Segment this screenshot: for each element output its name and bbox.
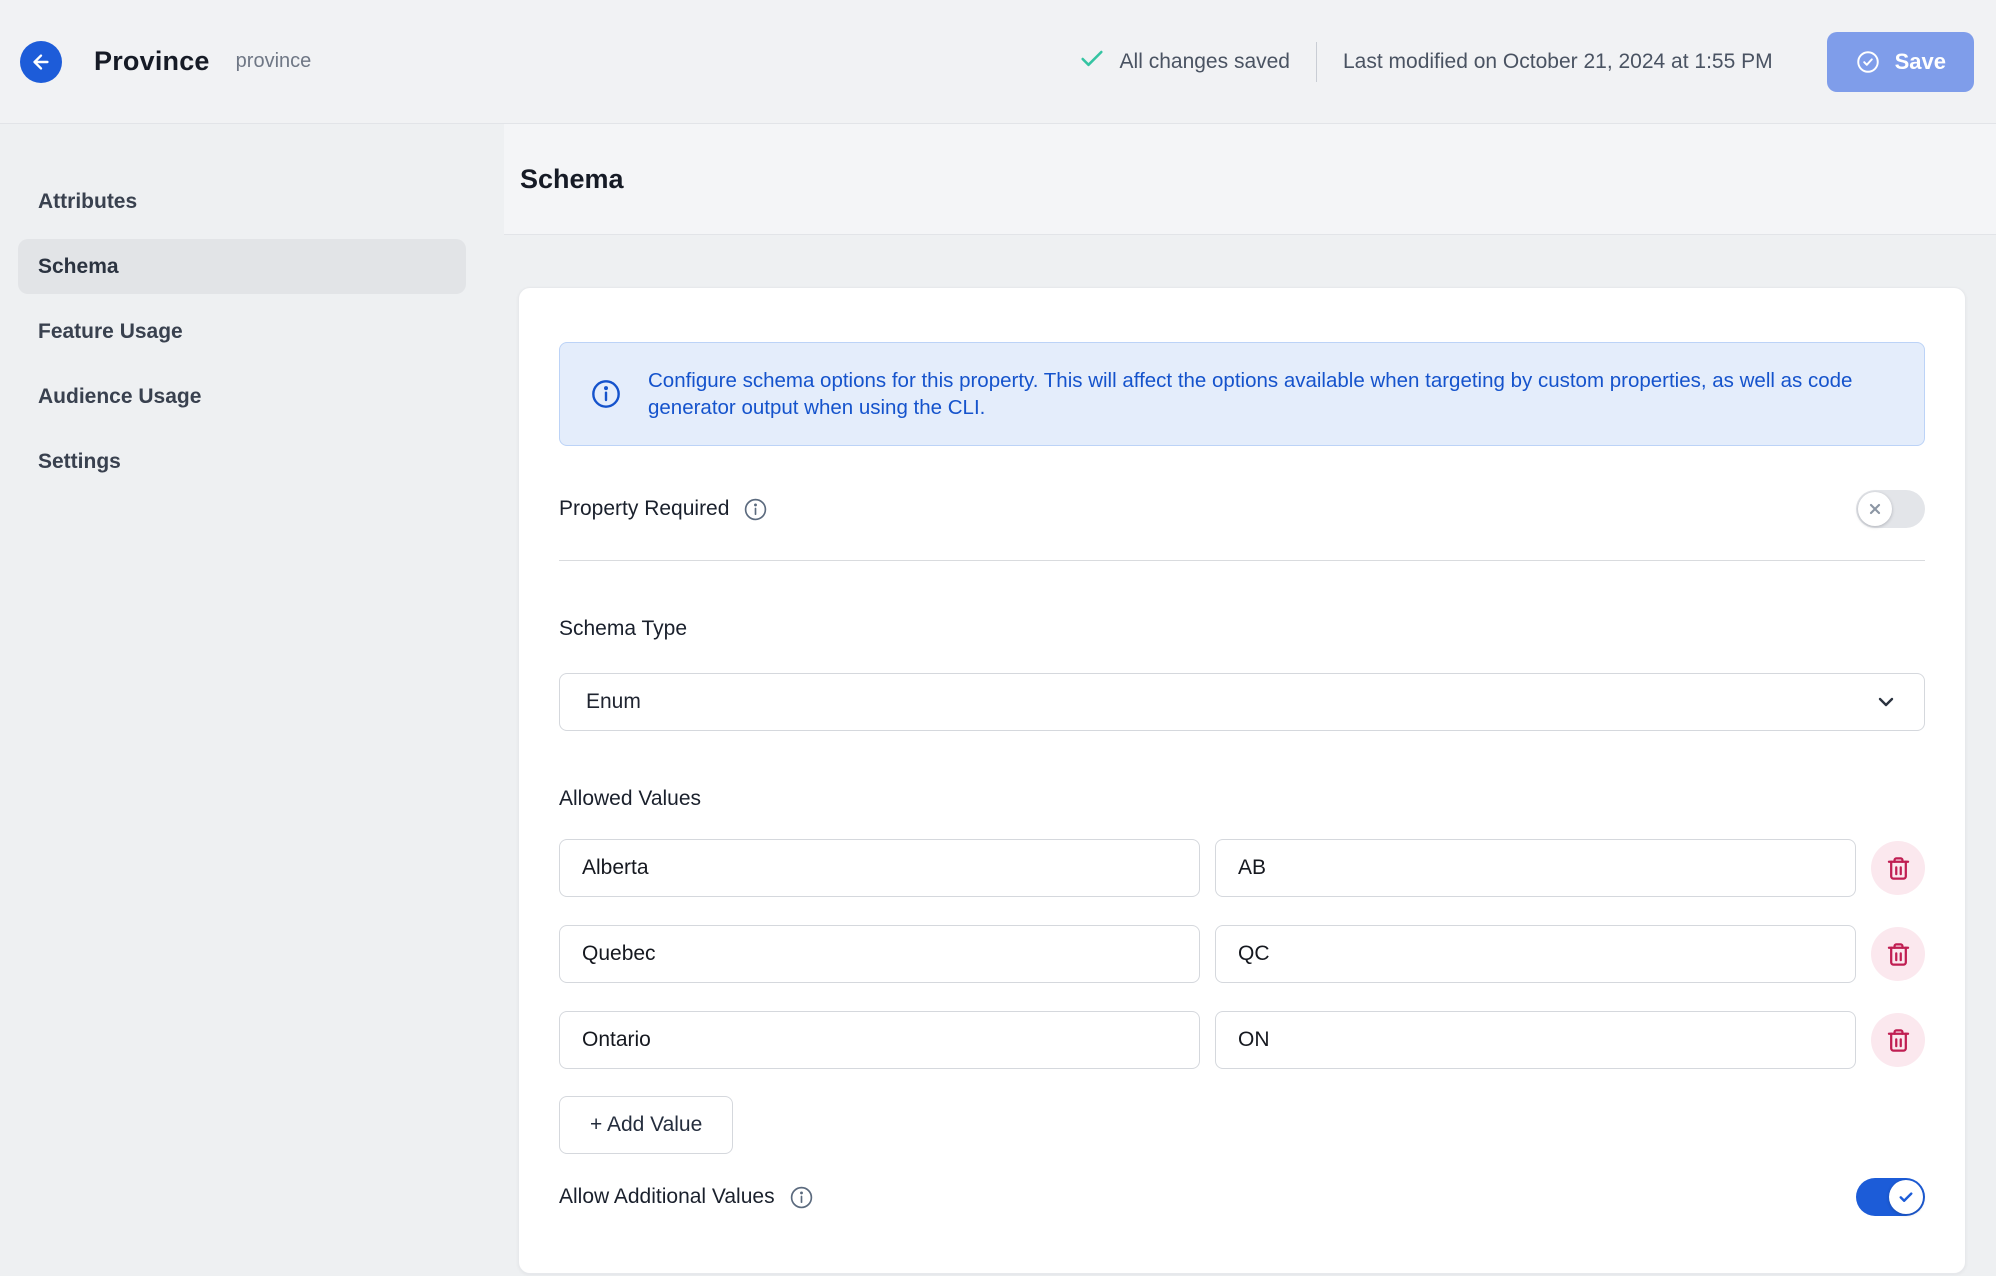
chevron-down-icon xyxy=(1874,690,1898,714)
value-code-input[interactable] xyxy=(1215,925,1856,984)
property-required-row: Property Required xyxy=(559,490,1925,529)
delete-value-button[interactable] xyxy=(1871,1013,1925,1068)
allow-additional-label: Allow Additional Values xyxy=(559,1185,775,1209)
page-title: Province xyxy=(94,46,210,76)
sidebar-item-attributes[interactable]: Attributes xyxy=(38,189,138,213)
schema-type-select[interactable]: Enum xyxy=(559,673,1925,732)
info-banner-text: Configure schema options for this proper… xyxy=(648,369,1853,420)
value-code-input[interactable] xyxy=(1215,1011,1856,1070)
sidebar: Attributes Schema Feature Usage Audience… xyxy=(0,124,504,1275)
property-required-label: Property Required xyxy=(559,497,730,521)
value-code-input[interactable] xyxy=(1215,839,1856,898)
x-icon xyxy=(1867,501,1883,517)
allowed-values-label: Allowed Values xyxy=(559,787,702,811)
section-heading: Schema xyxy=(520,163,624,194)
value-name-input[interactable] xyxy=(559,925,1200,984)
sidebar-item-audience-usage[interactable]: Audience Usage xyxy=(38,384,202,408)
save-button[interactable]: Save xyxy=(1826,31,1974,92)
saved-status: All changes saved xyxy=(1119,49,1290,73)
allow-additional-row: Allow Additional Values xyxy=(559,1178,1925,1217)
allowed-value-row xyxy=(559,925,1925,984)
trash-icon xyxy=(1885,1027,1912,1054)
allowed-value-row xyxy=(559,839,1925,898)
trash-icon xyxy=(1885,941,1912,968)
property-required-toggle[interactable] xyxy=(1856,490,1925,529)
arrow-left-icon xyxy=(30,51,52,73)
info-banner: Configure schema options for this proper… xyxy=(559,342,1925,447)
schema-type-label: Schema Type xyxy=(559,617,688,641)
check-icon xyxy=(1078,45,1106,78)
allow-additional-toggle[interactable] xyxy=(1856,1178,1925,1217)
check-circle-icon xyxy=(1855,49,1881,75)
page-subtitle: province xyxy=(235,50,312,72)
check-icon xyxy=(1897,1188,1915,1206)
sidebar-item-settings[interactable]: Settings xyxy=(38,449,121,473)
schema-card: Configure schema options for this proper… xyxy=(518,287,1966,1275)
info-icon[interactable] xyxy=(743,497,768,522)
toggle-knob xyxy=(1889,1180,1923,1215)
allowed-value-row xyxy=(559,1011,1925,1070)
value-name-input[interactable] xyxy=(559,1011,1200,1070)
back-button[interactable] xyxy=(20,40,62,83)
delete-value-button[interactable] xyxy=(1871,841,1925,896)
save-button-label: Save xyxy=(1894,48,1946,74)
header-divider xyxy=(1316,41,1317,82)
app-header: Province province All changes saved Last… xyxy=(0,0,1996,124)
value-name-input[interactable] xyxy=(559,839,1200,898)
toggle-knob xyxy=(1858,492,1892,527)
delete-value-button[interactable] xyxy=(1871,927,1925,982)
info-icon xyxy=(590,378,622,410)
section-divider xyxy=(559,560,1925,562)
sidebar-item-schema[interactable]: Schema xyxy=(18,239,466,294)
schema-type-value: Enum xyxy=(586,690,641,714)
trash-icon xyxy=(1885,855,1912,882)
sidebar-item-feature-usage[interactable]: Feature Usage xyxy=(38,319,183,343)
info-icon[interactable] xyxy=(789,1185,814,1210)
add-value-button[interactable]: + Add Value xyxy=(559,1096,734,1155)
section-heading-band: Schema xyxy=(504,124,1996,235)
last-modified: Last modified on October 21, 2024 at 1:5… xyxy=(1343,49,1773,73)
